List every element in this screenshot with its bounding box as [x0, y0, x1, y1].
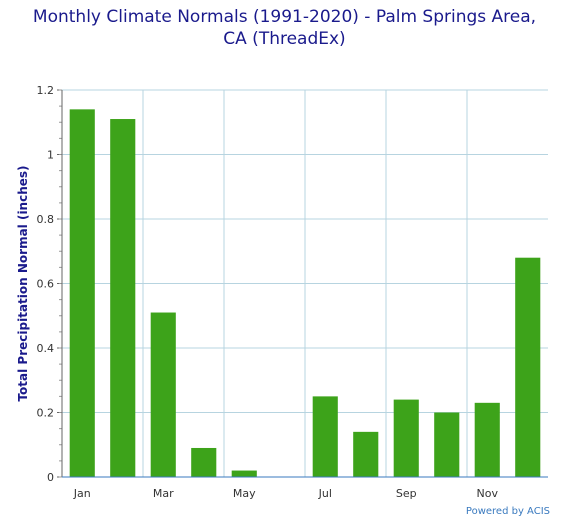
y-tick-label: 0: [47, 471, 54, 484]
bar-nov[interactable]: [474, 402, 500, 477]
y-tick-label: 1.2: [37, 84, 55, 97]
bar-dec[interactable]: [515, 257, 541, 477]
powered-by-credit[interactable]: Powered by ACIS: [465, 506, 550, 517]
bar-mar[interactable]: [150, 312, 176, 477]
bar-apr[interactable]: [191, 447, 217, 477]
y-axis-label: Total Precipitation Normal (inches): [16, 165, 30, 401]
bar-aug[interactable]: [353, 431, 379, 477]
bar-oct[interactable]: [434, 412, 460, 478]
y-tick-label: 1: [47, 149, 54, 162]
y-tick-label: 0.8: [37, 213, 55, 226]
bar-may[interactable]: [231, 470, 257, 477]
x-tick-label: Nov: [477, 487, 499, 500]
chart-title-line-1: Monthly Climate Normals (1991-2020) - Pa…: [32, 7, 537, 27]
x-tick-label: Jan: [73, 487, 91, 500]
x-tick-label: Jul: [318, 487, 332, 500]
y-tick-label: 0.6: [37, 278, 55, 291]
bar-sep[interactable]: [393, 399, 419, 477]
x-tick-label: Mar: [153, 487, 174, 500]
y-tick-label: 0.4: [37, 342, 55, 355]
bar-jul[interactable]: [312, 396, 338, 477]
x-tick-label: Sep: [396, 487, 417, 500]
chart-title: Monthly Climate Normals (1991-2020) - Pa…: [0, 6, 569, 50]
x-tick-label: May: [233, 487, 256, 500]
chart-title-line-2: CA (ThreadEx): [223, 29, 346, 49]
y-tick-label: 0.2: [37, 407, 55, 420]
bar-jan[interactable]: [69, 109, 95, 477]
bar-feb[interactable]: [110, 119, 136, 478]
